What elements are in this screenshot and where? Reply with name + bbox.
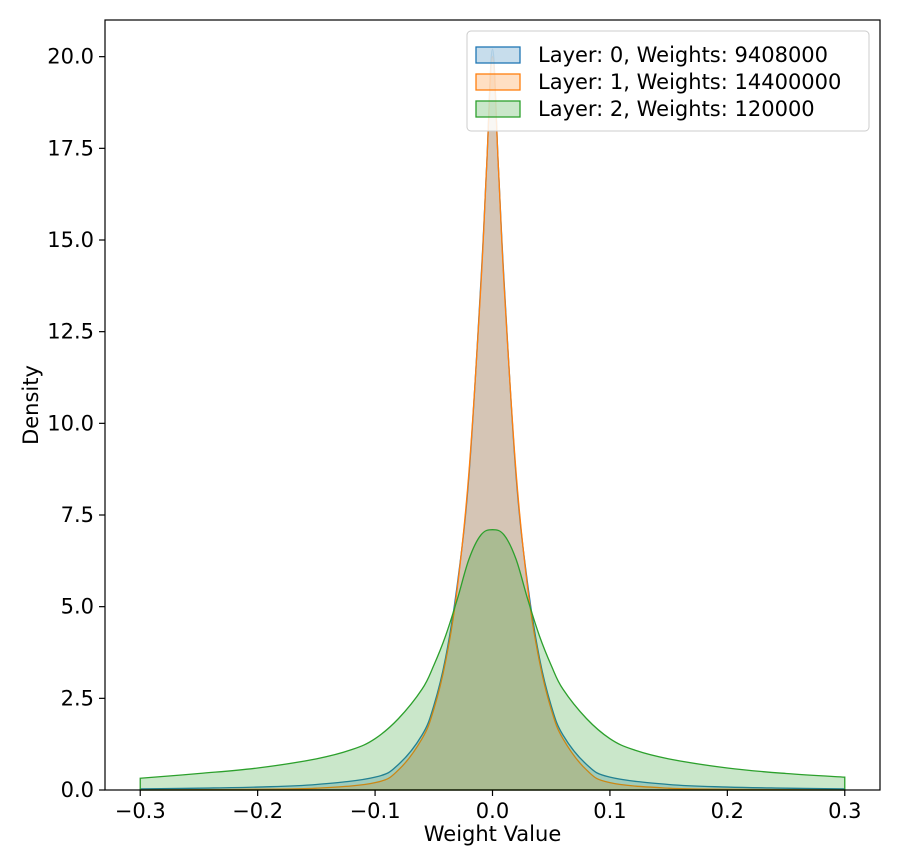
- y-tick-label: 15.0: [47, 228, 94, 252]
- legend-swatch-layer-2: [475, 100, 521, 118]
- series-area-layer-1: [140, 56, 845, 791]
- y-tick-label: 5.0: [61, 595, 94, 619]
- x-axis-ticks: −0.3 −0.2 −0.1 0.0 0.1 0.2 0.3: [115, 790, 861, 823]
- x-axis-label: Weight Value: [424, 822, 562, 846]
- y-tick-label: 17.5: [47, 136, 94, 160]
- x-tick-label: 0.0: [476, 799, 509, 823]
- x-tick-label: 0.3: [828, 799, 861, 823]
- legend-box: [466, 30, 870, 132]
- series-layer: [139, 48, 846, 791]
- y-tick-label: 12.5: [47, 320, 94, 344]
- x-tick-label: −0.3: [115, 799, 166, 823]
- legend-label-layer-2: Layer: 2, Weights: 120000: [538, 97, 815, 121]
- y-tick-label: 2.5: [61, 686, 94, 710]
- y-axis-ticks: 0.0 2.5 5.0 7.5 10.0 12.5 15.0 17.5 20.0: [47, 45, 105, 802]
- series-line-layer-2: [139, 529, 846, 791]
- x-tick-label: 0.1: [593, 799, 626, 823]
- legend-items: Layer: 0, Weights: 9408000 Layer: 1, Weig…: [475, 43, 841, 121]
- legend-swatch-layer-1: [475, 73, 521, 91]
- legend-swatch-layer-0: [475, 46, 521, 64]
- x-tick-label: −0.2: [232, 799, 283, 823]
- legend-label-layer-0: Layer: 0, Weights: 9408000: [538, 43, 828, 67]
- y-tick-label: 20.0: [47, 45, 94, 69]
- series-area-layer-0: [140, 49, 845, 790]
- series-area-layer-2: [140, 529, 845, 790]
- legend: Layer: 0, Weights: 9408000 Layer: 1, Weig…: [466, 30, 870, 132]
- x-tick-label: 0.2: [711, 799, 744, 823]
- y-axis-label: Density: [19, 365, 43, 445]
- y-tick-label: 10.0: [47, 411, 94, 435]
- y-tick-label: 0.0: [61, 778, 94, 802]
- x-tick-label: −0.1: [350, 799, 401, 823]
- legend-label-layer-1: Layer: 1, Weights: 14400000: [538, 70, 841, 94]
- y-tick-label: 7.5: [61, 503, 94, 527]
